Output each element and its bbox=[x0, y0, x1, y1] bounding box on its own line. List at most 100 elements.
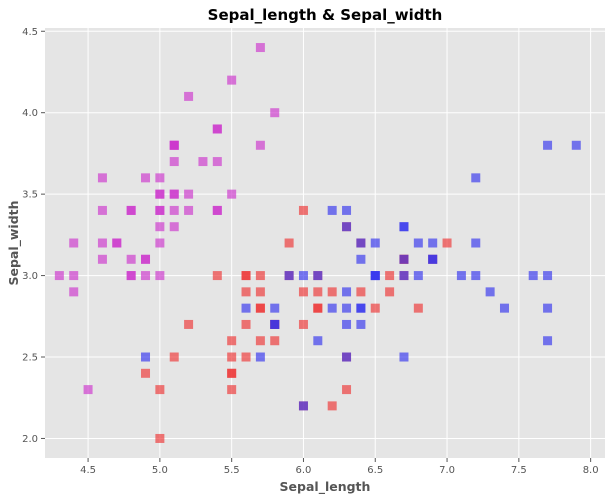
data-point bbox=[456, 271, 466, 281]
data-point bbox=[155, 238, 165, 248]
data-point bbox=[327, 287, 337, 297]
x-tick-label: 7.5 bbox=[511, 465, 527, 476]
data-point bbox=[298, 271, 308, 281]
data-point bbox=[543, 271, 553, 281]
data-point bbox=[298, 287, 308, 297]
plot-background bbox=[45, 28, 605, 458]
data-point bbox=[370, 238, 380, 248]
data-point bbox=[169, 205, 179, 215]
y-tick-label: 3.5 bbox=[22, 190, 38, 201]
data-point bbox=[471, 271, 481, 281]
data-point bbox=[169, 157, 179, 167]
y-axis-ticks: 2.0 2.5 3.0 3.5 4.0 4.5 bbox=[22, 27, 45, 445]
data-point bbox=[155, 173, 165, 183]
data-point bbox=[227, 189, 237, 199]
data-point bbox=[69, 271, 79, 281]
data-point bbox=[399, 222, 409, 232]
data-points bbox=[54, 43, 581, 443]
data-point bbox=[155, 433, 165, 443]
data-point bbox=[212, 271, 222, 281]
data-point bbox=[227, 336, 237, 346]
y-tick-label: 2.0 bbox=[22, 434, 38, 445]
data-point bbox=[155, 222, 165, 232]
data-point bbox=[97, 254, 107, 264]
data-point bbox=[212, 205, 222, 215]
data-point bbox=[241, 319, 251, 329]
data-point bbox=[227, 368, 237, 378]
data-point bbox=[270, 108, 280, 118]
data-point bbox=[413, 238, 423, 248]
y-axis-label: Sepal_width bbox=[6, 200, 22, 285]
data-point bbox=[141, 173, 151, 183]
data-point bbox=[543, 336, 553, 346]
data-point bbox=[356, 303, 366, 313]
data-point bbox=[212, 124, 222, 134]
data-point bbox=[97, 173, 107, 183]
x-axis-ticks: 4.5 5.0 5.5 6.0 6.5 7.0 7.5 8.0 bbox=[80, 458, 599, 476]
series-0 bbox=[54, 43, 280, 395]
data-point bbox=[255, 352, 265, 362]
data-point bbox=[370, 271, 380, 281]
data-point bbox=[126, 254, 136, 264]
data-point bbox=[255, 43, 265, 53]
data-point bbox=[342, 303, 352, 313]
data-point bbox=[342, 222, 352, 232]
y-tick-label: 4.0 bbox=[22, 108, 38, 119]
data-point bbox=[571, 140, 581, 150]
data-point bbox=[241, 303, 251, 313]
data-point bbox=[255, 303, 265, 313]
data-point bbox=[313, 271, 323, 281]
data-point bbox=[141, 271, 151, 281]
x-tick-label: 6.5 bbox=[367, 465, 383, 476]
y-tick-label: 4.5 bbox=[22, 27, 38, 38]
data-point bbox=[227, 75, 237, 85]
data-point bbox=[499, 303, 509, 313]
data-point bbox=[543, 303, 553, 313]
data-point bbox=[385, 287, 395, 297]
data-point bbox=[399, 352, 409, 362]
data-point bbox=[428, 254, 438, 264]
data-point bbox=[313, 336, 323, 346]
data-point bbox=[284, 271, 294, 281]
data-point bbox=[97, 238, 107, 248]
data-point bbox=[270, 336, 280, 346]
x-tick-label: 8.0 bbox=[583, 465, 599, 476]
data-point bbox=[442, 238, 452, 248]
data-point bbox=[298, 205, 308, 215]
data-point bbox=[241, 271, 251, 281]
data-point bbox=[227, 385, 237, 395]
data-point bbox=[342, 205, 352, 215]
data-point bbox=[184, 189, 194, 199]
data-point bbox=[184, 319, 194, 329]
data-point bbox=[126, 271, 136, 281]
data-point bbox=[169, 140, 179, 150]
data-point bbox=[399, 254, 409, 264]
data-point bbox=[313, 303, 323, 313]
y-tick-label: 3.0 bbox=[22, 271, 38, 282]
data-point bbox=[155, 271, 165, 281]
data-point bbox=[141, 368, 151, 378]
data-point bbox=[169, 189, 179, 199]
data-point bbox=[428, 238, 438, 248]
data-point bbox=[327, 303, 337, 313]
data-point bbox=[298, 319, 308, 329]
data-point bbox=[255, 336, 265, 346]
data-point bbox=[241, 287, 251, 297]
data-point bbox=[471, 173, 481, 183]
data-point bbox=[169, 222, 179, 232]
data-point bbox=[327, 401, 337, 411]
data-point bbox=[155, 205, 165, 215]
data-point bbox=[471, 238, 481, 248]
data-point bbox=[212, 157, 222, 167]
x-tick-label: 6.0 bbox=[296, 465, 312, 476]
data-point bbox=[141, 254, 151, 264]
data-point bbox=[241, 352, 251, 362]
data-point bbox=[370, 303, 380, 313]
x-tick-label: 5.0 bbox=[152, 465, 168, 476]
data-point bbox=[342, 319, 352, 329]
chart-title: Sepal_length & Sepal_width bbox=[208, 6, 443, 24]
data-point bbox=[198, 157, 208, 167]
data-point bbox=[485, 287, 495, 297]
data-point bbox=[413, 271, 423, 281]
data-point bbox=[227, 352, 237, 362]
